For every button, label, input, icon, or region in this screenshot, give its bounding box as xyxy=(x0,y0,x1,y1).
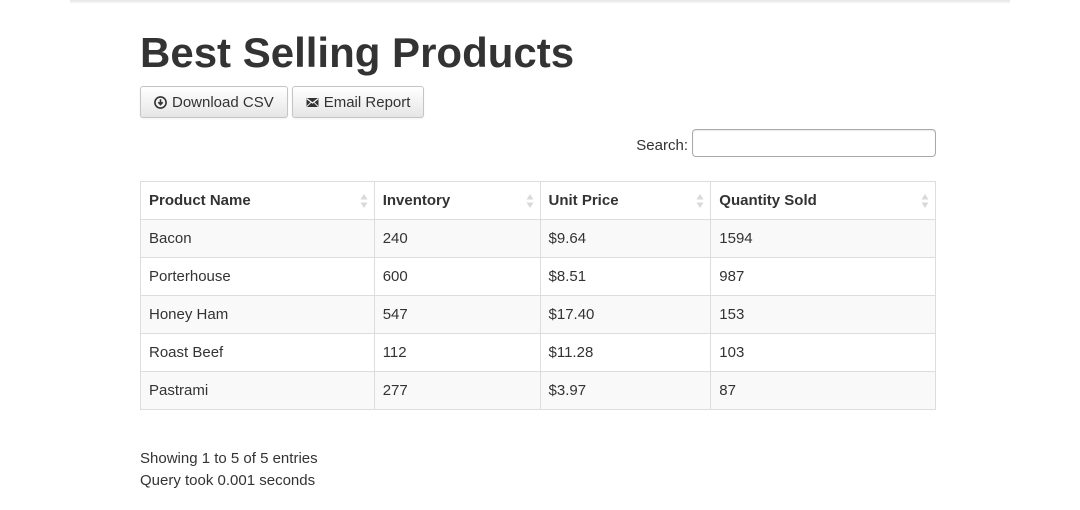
column-header-label: Inventory xyxy=(382,192,451,209)
email-report-label: Email Report xyxy=(323,93,411,111)
column-header-label: Product Name xyxy=(149,192,251,209)
cell-quantity-sold: 153 xyxy=(710,295,936,334)
cell-quantity-sold: 103 xyxy=(710,333,936,372)
sort-icon xyxy=(696,193,704,208)
cell-product-name: Pastrami xyxy=(140,371,375,410)
cell-inventory: 277 xyxy=(373,371,541,410)
search-label: Search: xyxy=(636,136,688,154)
table-row: Honey Ham 547 $17.40 153 xyxy=(140,295,936,334)
cell-unit-price: $17.40 xyxy=(539,295,712,334)
search-input[interactable] xyxy=(692,129,936,157)
column-header-label: Quantity Sold xyxy=(719,192,817,209)
cell-quantity-sold: 1594 xyxy=(710,219,936,258)
cell-product-name: Bacon xyxy=(140,219,375,258)
download-circle-icon xyxy=(154,95,167,109)
table-row: Bacon 240 $9.64 1594 xyxy=(140,219,936,258)
download-csv-label: Download CSV xyxy=(172,93,274,111)
table-info: Showing 1 to 5 of 5 entries Query took 0… xyxy=(140,448,318,492)
cell-unit-price: $11.28 xyxy=(539,333,712,372)
table-row: Roast Beef 112 $11.28 103 xyxy=(140,333,936,372)
cell-unit-price: $8.51 xyxy=(539,257,712,296)
cell-product-name: Roast Beef xyxy=(140,333,375,372)
sort-icon xyxy=(921,193,929,208)
cell-unit-price: $9.64 xyxy=(539,219,712,258)
cell-inventory: 240 xyxy=(373,219,541,258)
entries-info: Showing 1 to 5 of 5 entries xyxy=(140,450,318,467)
column-header-quantity-sold[interactable]: Quantity Sold xyxy=(710,181,936,220)
page-title: Best Selling Products xyxy=(140,29,575,76)
cell-inventory: 600 xyxy=(373,257,541,296)
cell-product-name: Porterhouse xyxy=(140,257,375,296)
cell-unit-price: $3.97 xyxy=(539,371,712,410)
table-header-row: Product Name Inventory Unit Price xyxy=(140,181,936,220)
email-report-button[interactable]: Email Report xyxy=(291,86,425,118)
cell-quantity-sold: 87 xyxy=(710,371,936,410)
search-filter: Search: xyxy=(636,129,936,157)
envelope-icon xyxy=(306,97,319,108)
top-bar-shadow xyxy=(70,0,1010,3)
toolbar: Download CSV Email Report xyxy=(140,86,425,118)
column-header-product-name[interactable]: Product Name xyxy=(140,181,375,220)
table-row: Pastrami 277 $3.97 87 xyxy=(140,371,936,410)
cell-inventory: 112 xyxy=(373,333,541,372)
table-row: Porterhouse 600 $8.51 987 xyxy=(140,257,936,296)
download-csv-button[interactable]: Download CSV xyxy=(140,86,288,118)
sort-icon xyxy=(360,193,368,208)
products-table: Product Name Inventory Unit Price xyxy=(140,181,936,410)
cell-quantity-sold: 987 xyxy=(710,257,936,296)
cell-product-name: Honey Ham xyxy=(140,295,375,334)
query-time: Query took 0.001 seconds xyxy=(140,472,316,489)
column-header-unit-price[interactable]: Unit Price xyxy=(539,181,712,220)
sort-icon xyxy=(526,193,534,208)
column-header-label: Unit Price xyxy=(548,192,619,209)
column-header-inventory[interactable]: Inventory xyxy=(373,181,541,220)
cell-inventory: 547 xyxy=(373,295,541,334)
